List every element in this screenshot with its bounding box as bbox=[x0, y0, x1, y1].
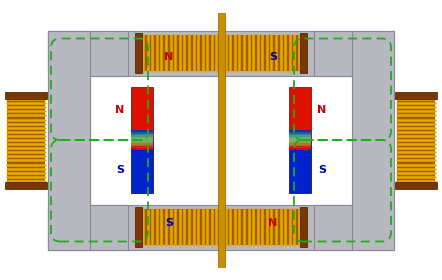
Bar bbox=[90, 31, 128, 76]
Bar bbox=[289, 138, 311, 140]
Bar bbox=[134, 33, 141, 73]
Text: N: N bbox=[164, 53, 174, 62]
Bar bbox=[131, 143, 153, 145]
Bar bbox=[289, 142, 311, 143]
Bar bbox=[217, 13, 225, 267]
Bar bbox=[90, 204, 128, 249]
Bar bbox=[289, 132, 311, 134]
Bar bbox=[5, 92, 47, 99]
Bar bbox=[48, 31, 394, 76]
Bar bbox=[134, 207, 141, 247]
Bar bbox=[289, 135, 311, 137]
Bar bbox=[289, 148, 311, 150]
Text: N: N bbox=[268, 218, 278, 227]
Bar bbox=[289, 137, 311, 138]
Text: S: S bbox=[116, 165, 124, 175]
Bar bbox=[289, 145, 311, 146]
Bar bbox=[289, 143, 311, 145]
Bar bbox=[48, 31, 90, 249]
Bar bbox=[395, 92, 437, 99]
Bar bbox=[289, 140, 311, 193]
Bar bbox=[48, 204, 394, 249]
Bar bbox=[131, 132, 153, 134]
Bar bbox=[397, 95, 435, 185]
Bar bbox=[131, 138, 153, 140]
Text: N: N bbox=[317, 105, 327, 115]
Bar bbox=[289, 130, 311, 132]
Bar bbox=[131, 135, 153, 137]
Bar bbox=[131, 137, 153, 138]
Text: S: S bbox=[165, 218, 173, 227]
Bar bbox=[131, 145, 153, 146]
Bar bbox=[300, 207, 306, 247]
Bar bbox=[131, 146, 153, 148]
Bar bbox=[7, 95, 45, 185]
Text: N: N bbox=[115, 105, 125, 115]
Bar bbox=[138, 209, 304, 245]
Bar bbox=[289, 87, 311, 140]
Bar bbox=[289, 134, 311, 135]
Bar bbox=[131, 140, 153, 193]
Bar bbox=[48, 31, 90, 249]
Bar bbox=[131, 134, 153, 135]
Bar bbox=[314, 31, 352, 76]
Bar bbox=[5, 181, 47, 188]
Bar bbox=[138, 35, 304, 71]
Text: S: S bbox=[269, 53, 277, 62]
Bar bbox=[131, 87, 153, 140]
Bar bbox=[300, 33, 306, 73]
Bar bbox=[289, 146, 311, 148]
Bar bbox=[314, 204, 352, 249]
Bar bbox=[131, 140, 153, 142]
Bar bbox=[289, 140, 311, 142]
Bar bbox=[131, 142, 153, 143]
Bar bbox=[352, 31, 394, 249]
Bar bbox=[395, 181, 437, 188]
Text: S: S bbox=[318, 165, 326, 175]
Bar bbox=[131, 148, 153, 150]
Bar bbox=[131, 130, 153, 132]
